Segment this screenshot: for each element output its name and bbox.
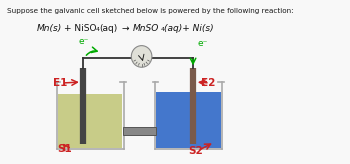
Bar — [156, 92, 220, 148]
Text: 4: 4 — [96, 27, 100, 32]
Text: S2: S2 — [188, 146, 203, 156]
Circle shape — [131, 46, 152, 67]
Text: (aq): (aq) — [99, 24, 118, 33]
Text: e⁻: e⁻ — [79, 37, 89, 46]
Bar — [123, 127, 156, 135]
Text: $\rightarrow$: $\rightarrow$ — [117, 24, 133, 33]
Bar — [58, 94, 122, 148]
Text: Mn(s): Mn(s) — [37, 24, 62, 33]
Text: 4: 4 — [160, 27, 164, 32]
Text: e⁻: e⁻ — [198, 39, 208, 48]
Text: E1: E1 — [53, 78, 67, 88]
Text: (aq)+ Ni(s): (aq)+ Ni(s) — [164, 24, 214, 33]
Text: E2: E2 — [201, 78, 215, 88]
Text: Suppose the galvanic cell sketched below is powered by the following reaction:: Suppose the galvanic cell sketched below… — [7, 8, 294, 14]
Text: + NiSO: + NiSO — [64, 24, 97, 33]
Text: S1: S1 — [57, 144, 72, 154]
Text: MnSO: MnSO — [132, 24, 159, 33]
